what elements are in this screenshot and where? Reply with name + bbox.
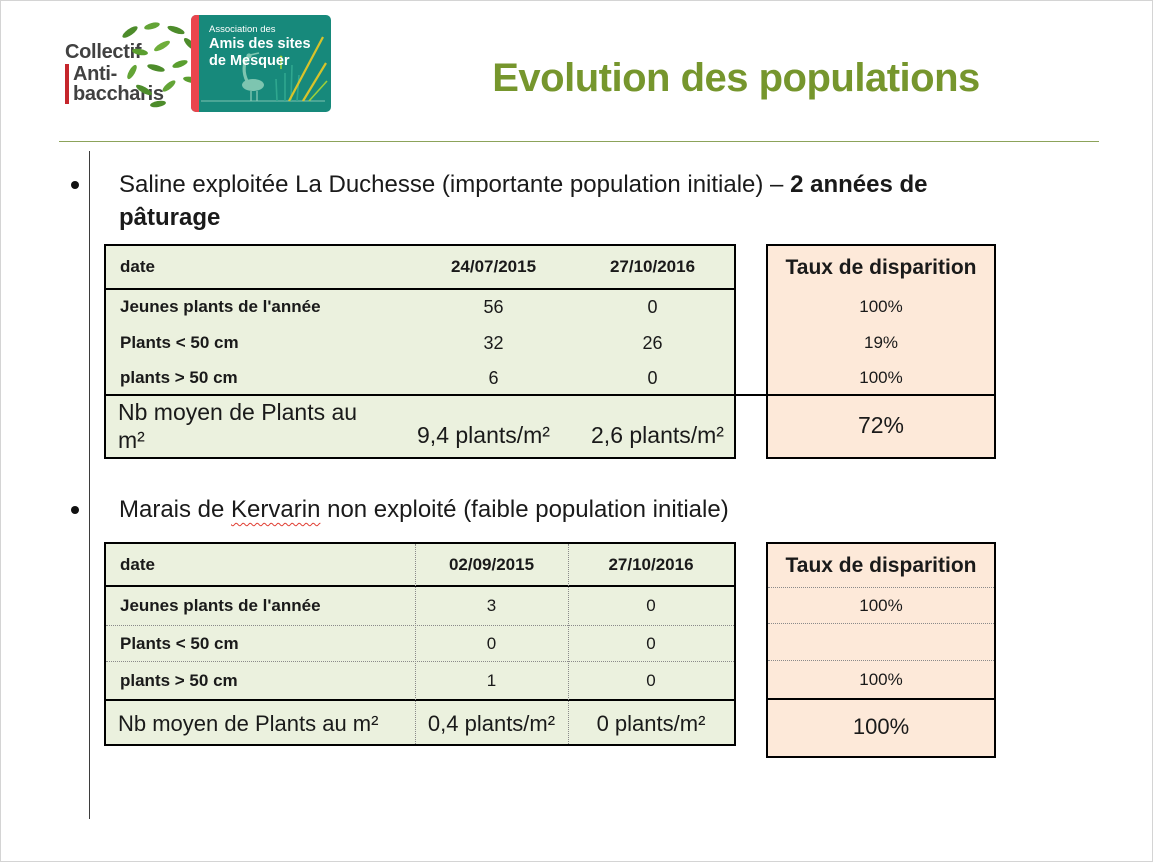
row-label: Plants < 50 cm [120,633,239,653]
table-row-header: date 02/09/2015 27/10/2016 [106,544,734,587]
header-date-2015: 02/09/2015 [448,554,535,574]
table-row-header: date 24/07/2015 27/10/2016 [106,246,734,290]
taux-disparition-kervarin: Taux de disparition 100% 100% 100% [766,542,996,758]
left-margin-line [89,151,90,819]
table-row: Plants < 50 cm 0 0 [106,626,734,662]
row-value-2015: 6 [488,367,499,388]
bullet1-bold-line2: pâturage [119,204,221,231]
summary-label: Nb moyen de Plants au m² [118,711,379,736]
row-value-2016: 26 [642,332,663,353]
row-value-2015: 32 [483,332,504,353]
logo-amis-line2: Amis des sites [209,36,311,52]
taux-value: 100% [768,661,994,700]
taux-value: 19% [863,333,899,352]
logo-collectif-line2: Anti- [73,63,118,85]
table-row: plants > 50 cm 1 0 [106,662,734,699]
logo-amis-text: Association des Amis des sites de Mesque… [209,24,311,70]
taux-value: 100% [768,362,994,396]
header-date: date [120,257,155,276]
row-label: Plants < 50 cm [120,333,239,352]
header-date-2015: 24/07/2015 [450,257,537,276]
header-divider-line [59,141,1099,142]
red-bar-decoration [65,64,69,104]
bullet1-bold-line1: 2 années de [790,171,928,198]
row-value-2015: 1 [486,670,497,690]
header-date: date [120,554,155,574]
row-label: plants > 50 cm [120,368,238,387]
taux-value: 100% [859,297,903,316]
bullet2-misspelled-word: Kervarin [231,496,321,523]
bullet-saline-text: Saline exploitée La Duchesse (importante… [119,168,1019,234]
table-row: plants > 50 cm 6 0 [106,362,734,396]
header-date-2016: 27/10/2016 [608,554,694,574]
summary-label: Nb moyen de Plants au m² [118,399,358,453]
table-duchesse: date 24/07/2015 27/10/2016 Jeunes plants… [104,244,736,459]
row-value-2015: 3 [486,596,497,615]
page-title: Evolution des populations [492,56,980,100]
red-stripe-decoration [191,15,199,112]
row-label: Jeunes plants de l'année [120,596,321,615]
bullet1-normal: Saline exploitée La Duchesse (importante… [119,171,791,198]
row-value-2015: 56 [483,296,504,317]
summary-value-2016: 0 plants/m² [596,711,706,736]
taux-summary-value: 72% [857,412,905,438]
row-value-2015: 0 [486,633,497,653]
logo-amis-line3: de Mesquer [209,53,290,69]
row-value-2016: 0 [646,670,656,690]
row-value-2016: 0 [646,633,656,653]
bullet2-post: non exploité (faible population initiale… [320,496,729,523]
row-value-2016: 0 [647,296,658,317]
table-row: Jeunes plants de l'année 56 0 [106,290,734,324]
table-summary-row: Nb moyen de Plants au m² 9,4 plants/m² 2… [106,396,734,455]
logo-amis-de-mesquer: Association des Amis des sites de Mesque… [191,15,331,112]
table-summary-row: Nb moyen de Plants au m² 0,4 plants/m² 0… [106,699,734,744]
leaves-icon [122,22,201,108]
table-kervarin: date 02/09/2015 27/10/2016 Jeunes plants… [104,542,736,746]
taux-summary-value: 100% [852,714,910,739]
heron-and-grass-icon [201,36,328,102]
summary-value-2015: 0,4 plants/m² [427,711,556,736]
row-label: plants > 50 cm [120,670,238,690]
row-value-2016: 0 [647,367,658,388]
logo-collectif-anti-baccharis: Collectif Anti- baccharis [29,16,201,116]
taux-value: 100% [768,588,994,624]
dotted-column-divider [415,544,416,744]
logo-amis-line1: Association des [209,24,276,35]
bullet-kervarin-text: Marais de Kervarin non exploité (faible … [119,493,1019,526]
header-date-2016: 27/10/2016 [609,257,696,276]
logo-collectif-line1: Collectif [65,41,142,63]
bullet-marais-kervarin: Marais de Kervarin non exploité (faible … [71,493,1019,526]
summary-value-2015: 9,4 plants/m² [417,422,550,448]
taux-disparition-duchesse: Taux de disparition 100% 19% 100% 72% [766,244,996,459]
table-connector-line [736,394,766,396]
table-row: Jeunes plants de l'année 3 0 [106,587,734,626]
bullet-dot [71,181,79,189]
summary-value-2016: 2,6 plants/m² [591,422,724,448]
bullet2-pre: Marais de [119,496,232,523]
bullet-dot [71,506,79,514]
row-value-2016: 0 [646,596,656,615]
taux-value [768,624,994,661]
taux-header: Taux de disparition [768,544,994,588]
dotted-column-divider [568,544,569,744]
table-row: Plants < 50 cm 32 26 [106,324,734,362]
bullet-saline-duchesse: Saline exploitée La Duchesse (importante… [71,168,1019,234]
row-label: Jeunes plants de l'année [120,297,321,316]
taux-header: Taux de disparition [785,256,977,279]
